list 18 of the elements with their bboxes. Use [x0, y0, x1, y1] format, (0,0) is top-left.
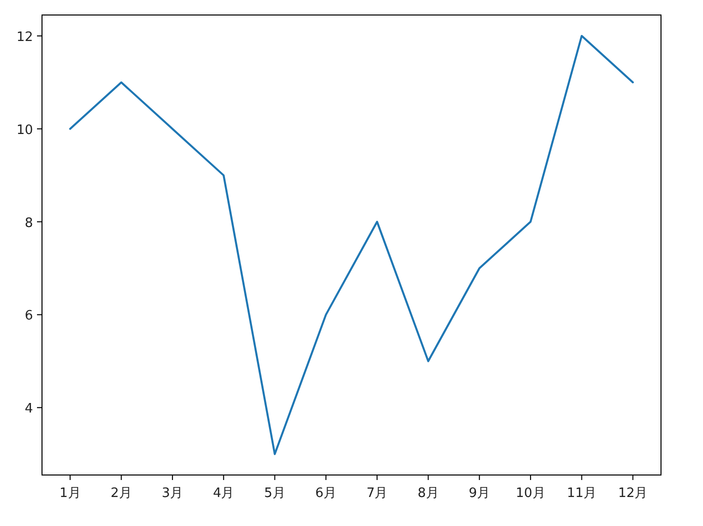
x-tick-label: 5月 — [264, 486, 286, 501]
y-tick-label: 4 — [24, 402, 33, 417]
x-tick-label: 7月 — [366, 486, 388, 501]
line-series — [69, 34, 634, 456]
x-tick-label: 11月 — [566, 486, 596, 501]
x-tick-label: 12月 — [618, 486, 648, 501]
x-tick-label: 9月 — [468, 486, 490, 501]
y-tick-label: 10 — [16, 122, 33, 138]
x-tick-label: 6月 — [315, 486, 337, 501]
x-tick-label: 2月 — [110, 486, 132, 501]
y-tick-label: 6 — [24, 308, 33, 324]
x-tick-label: 8月 — [418, 486, 439, 501]
x-tick-label: 10月 — [516, 486, 546, 501]
x-tick-label: 3月 — [162, 486, 184, 501]
x-tick-label: 1月 — [59, 486, 81, 501]
y-tick-label: 8 — [24, 216, 33, 231]
y-tick-label: 12 — [16, 30, 33, 45]
x-tick-label: 4月 — [212, 486, 234, 501]
